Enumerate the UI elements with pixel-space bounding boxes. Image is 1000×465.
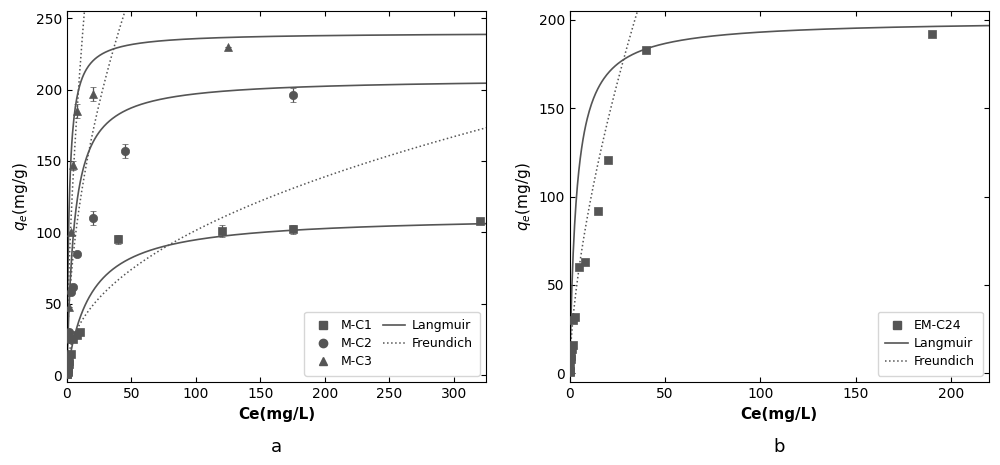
- X-axis label: Ce(mg/L): Ce(mg/L): [741, 406, 818, 422]
- Line: Freundich: Freundich: [570, 0, 989, 371]
- Legend: EM-C24, Langmuir, Freundich: EM-C24, Langmuir, Freundich: [878, 312, 983, 376]
- Y-axis label: $q_e$(mg/g): $q_e$(mg/g): [11, 162, 30, 231]
- EM-C24: [567, 313, 583, 320]
- Text: a: a: [271, 438, 282, 456]
- EM-C24: [563, 355, 579, 363]
- EM-C24: [590, 207, 606, 214]
- EM-C24: [565, 317, 581, 324]
- EM-C24: [565, 341, 581, 349]
- EM-C24: [924, 30, 940, 38]
- EM-C24: [562, 361, 578, 368]
- EM-C24: [562, 369, 578, 376]
- Langmuir: [753, 29, 765, 35]
- X-axis label: Ce(mg/L): Ce(mg/L): [238, 406, 315, 422]
- Langmuir: [671, 38, 683, 44]
- EM-C24: [600, 156, 616, 163]
- EM-C24: [564, 345, 580, 352]
- Langmuir: [844, 26, 856, 31]
- Freundich: [564, 368, 576, 374]
- Langmuir: [811, 27, 823, 32]
- Langmuir: [983, 23, 995, 28]
- EM-C24: [563, 352, 579, 359]
- EM-C24: [571, 264, 587, 271]
- Langmuir: [638, 47, 650, 53]
- EM-C24: [562, 367, 578, 374]
- EM-C24: [577, 258, 593, 266]
- Y-axis label: $q_e$(mg/g): $q_e$(mg/g): [514, 162, 533, 231]
- Langmuir: [564, 370, 576, 375]
- Legend: M-C1, M-C2, M-C3, Langmuir, Freundich: M-C1, M-C2, M-C3, Langmuir, Freundich: [304, 312, 480, 376]
- Langmuir: [879, 25, 891, 30]
- EM-C24: [638, 46, 654, 53]
- Text: b: b: [774, 438, 785, 456]
- Line: Langmuir: Langmuir: [570, 26, 989, 372]
